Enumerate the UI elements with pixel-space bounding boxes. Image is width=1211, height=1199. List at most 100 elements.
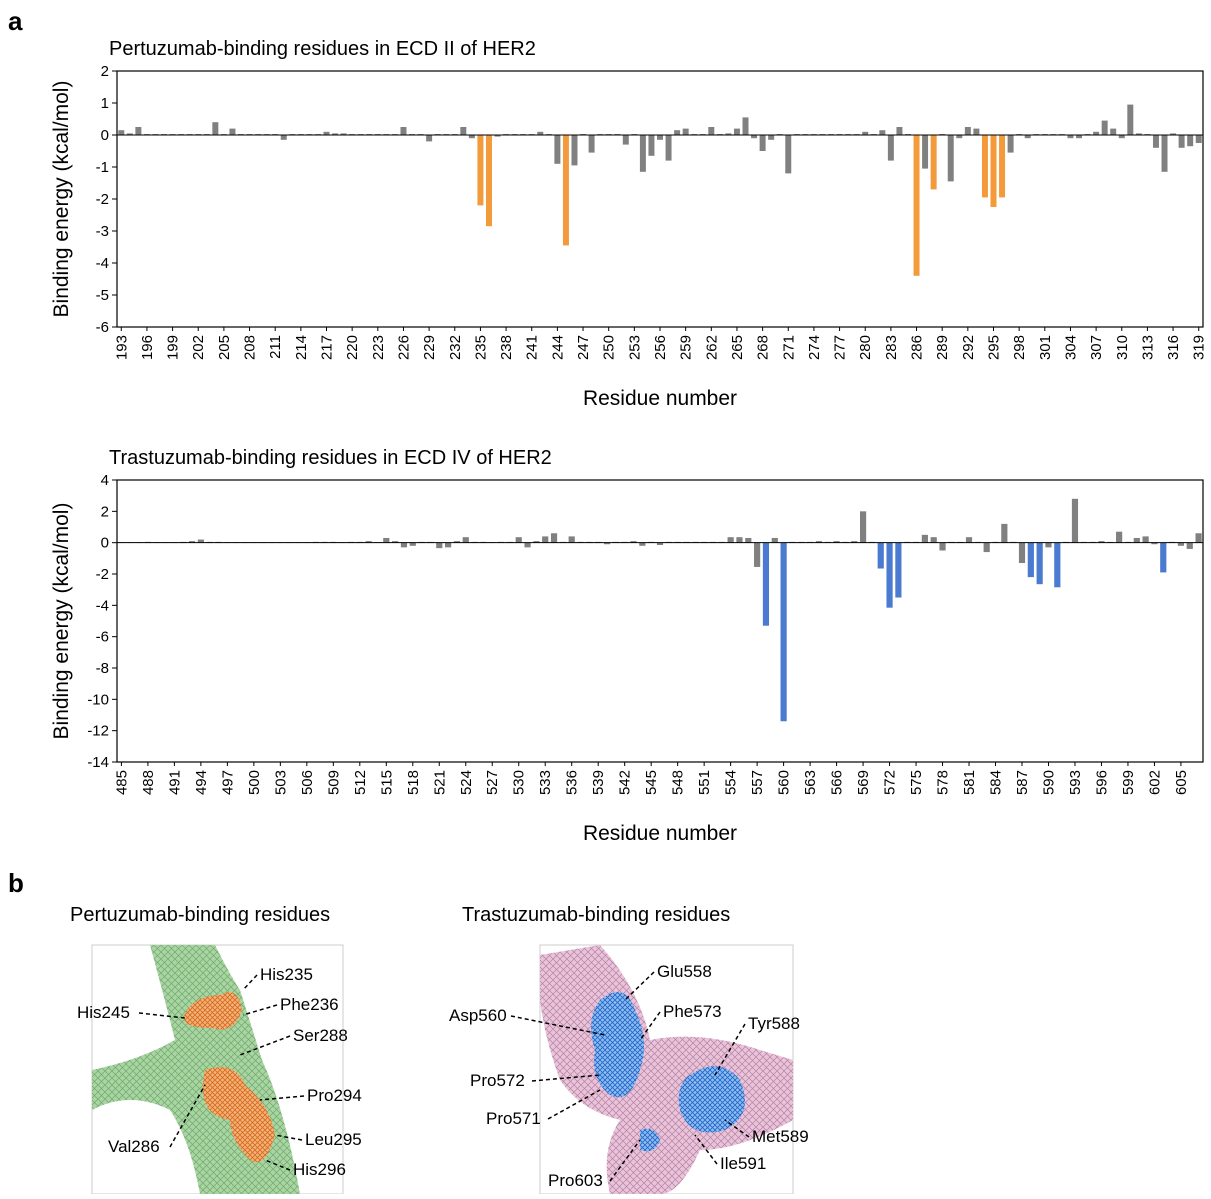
residue-label: Pro572 <box>470 1071 525 1090</box>
bar <box>623 135 629 145</box>
bar <box>922 535 928 543</box>
residue-label: Val286 <box>108 1137 160 1156</box>
bar <box>1102 121 1108 135</box>
x-tick-label: 262 <box>703 335 720 360</box>
x-tick-label: 199 <box>165 335 182 360</box>
x-tick-label: 572 <box>882 770 899 795</box>
residue-label: Ser288 <box>293 1026 348 1045</box>
residue-label: Pro603 <box>548 1171 603 1190</box>
x-tick-label: 596 <box>1093 770 1110 795</box>
x-tick-label: 527 <box>484 770 501 795</box>
y-axis-label: Binding energy (kcal/mol) <box>50 81 73 318</box>
bar <box>426 135 432 141</box>
image-title: Trastuzumab-binding residues <box>462 904 730 926</box>
bar <box>895 543 901 598</box>
panel-label: a <box>8 6 23 36</box>
x-tick-label: 313 <box>1139 335 1156 360</box>
x-tick-label: 274 <box>806 335 823 360</box>
bar <box>763 543 769 626</box>
x-tick-label: 500 <box>246 770 263 795</box>
bar <box>1028 543 1034 577</box>
x-tick-label: 491 <box>166 770 183 795</box>
x-tick-label: 241 <box>524 335 541 360</box>
residue-label: Glu558 <box>657 962 712 981</box>
chart-title: Trastuzumab-binding residues in ECD IV o… <box>109 447 552 469</box>
bar <box>886 543 892 608</box>
y-tick-label: -2 <box>96 191 109 208</box>
x-tick-label: 515 <box>378 770 395 795</box>
x-tick-label: 602 <box>1146 770 1163 795</box>
x-tick-label: 599 <box>1120 770 1137 795</box>
bar <box>1196 135 1202 143</box>
x-tick-label: 497 <box>219 770 236 795</box>
x-tick-label: 539 <box>590 770 607 795</box>
bar <box>1054 543 1060 588</box>
x-tick-label: 217 <box>319 335 336 360</box>
panel-label: b <box>8 868 24 898</box>
x-tick-label: 295 <box>985 335 1002 360</box>
x-tick-label: 557 <box>749 770 766 795</box>
residue-label: Met589 <box>752 1127 809 1146</box>
bar <box>1045 543 1051 548</box>
bar <box>666 135 672 161</box>
bar <box>683 129 689 135</box>
bar <box>1187 135 1193 146</box>
y-tick-label: -6 <box>96 319 109 336</box>
bar <box>640 135 646 172</box>
residue-label: Tyr588 <box>748 1014 800 1033</box>
x-tick-label: 566 <box>829 770 846 795</box>
bar <box>486 135 492 226</box>
x-tick-label: 554 <box>723 770 740 795</box>
x-tick-label: 310 <box>1114 335 1131 360</box>
image-title: Pertuzumab-binding residues <box>70 904 330 926</box>
bar <box>991 135 997 207</box>
bar <box>708 127 714 135</box>
x-tick-label: 196 <box>139 335 156 360</box>
x-axis-label: Residue number <box>583 387 737 410</box>
bar <box>212 122 218 135</box>
bar <box>1127 105 1133 135</box>
bar <box>860 511 866 542</box>
residue-label: Phe573 <box>663 1002 722 1021</box>
x-tick-label: 280 <box>857 335 874 360</box>
y-tick-label: -4 <box>96 597 109 614</box>
x-tick-label: 268 <box>755 335 772 360</box>
x-tick-label: 247 <box>575 335 592 360</box>
x-tick-label: 563 <box>802 770 819 795</box>
x-tick-label: 265 <box>729 335 746 360</box>
x-tick-label: 193 <box>113 335 130 360</box>
x-tick-label: 271 <box>780 335 797 360</box>
residue-label: Leu295 <box>305 1130 362 1149</box>
bar <box>745 538 751 543</box>
residue-label: His296 <box>293 1160 346 1179</box>
x-tick-label: 524 <box>458 770 475 795</box>
bar <box>445 543 451 548</box>
x-tick-label: 581 <box>961 770 978 795</box>
bar <box>984 543 990 552</box>
x-tick-label: 220 <box>344 335 361 360</box>
bar <box>118 130 124 135</box>
bar <box>1019 543 1025 563</box>
bar <box>1195 533 1201 542</box>
page: a b Pertuzumab-binding residues in ECD I… <box>0 0 1211 1199</box>
x-tick-label: 521 <box>431 770 448 795</box>
bar <box>1153 135 1159 148</box>
residue-label: Pro571 <box>486 1109 541 1128</box>
bar <box>931 537 937 542</box>
bar <box>973 129 979 135</box>
bar <box>888 135 894 161</box>
residue-label: His235 <box>260 965 313 984</box>
x-tick-label: 509 <box>325 770 342 795</box>
residue-label: Ile591 <box>720 1154 766 1173</box>
bar <box>1143 536 1149 542</box>
x-tick-label: 235 <box>472 335 489 360</box>
y-tick-label: -14 <box>87 754 109 771</box>
x-tick-label: 277 <box>832 335 849 360</box>
x-tick-label: 548 <box>670 770 687 795</box>
residue-label: Pro294 <box>307 1086 362 1105</box>
x-tick-label: 301 <box>1037 335 1054 360</box>
bar <box>781 543 787 722</box>
bar <box>966 537 972 542</box>
x-tick-label: 488 <box>140 770 157 795</box>
x-tick-label: 518 <box>405 770 422 795</box>
